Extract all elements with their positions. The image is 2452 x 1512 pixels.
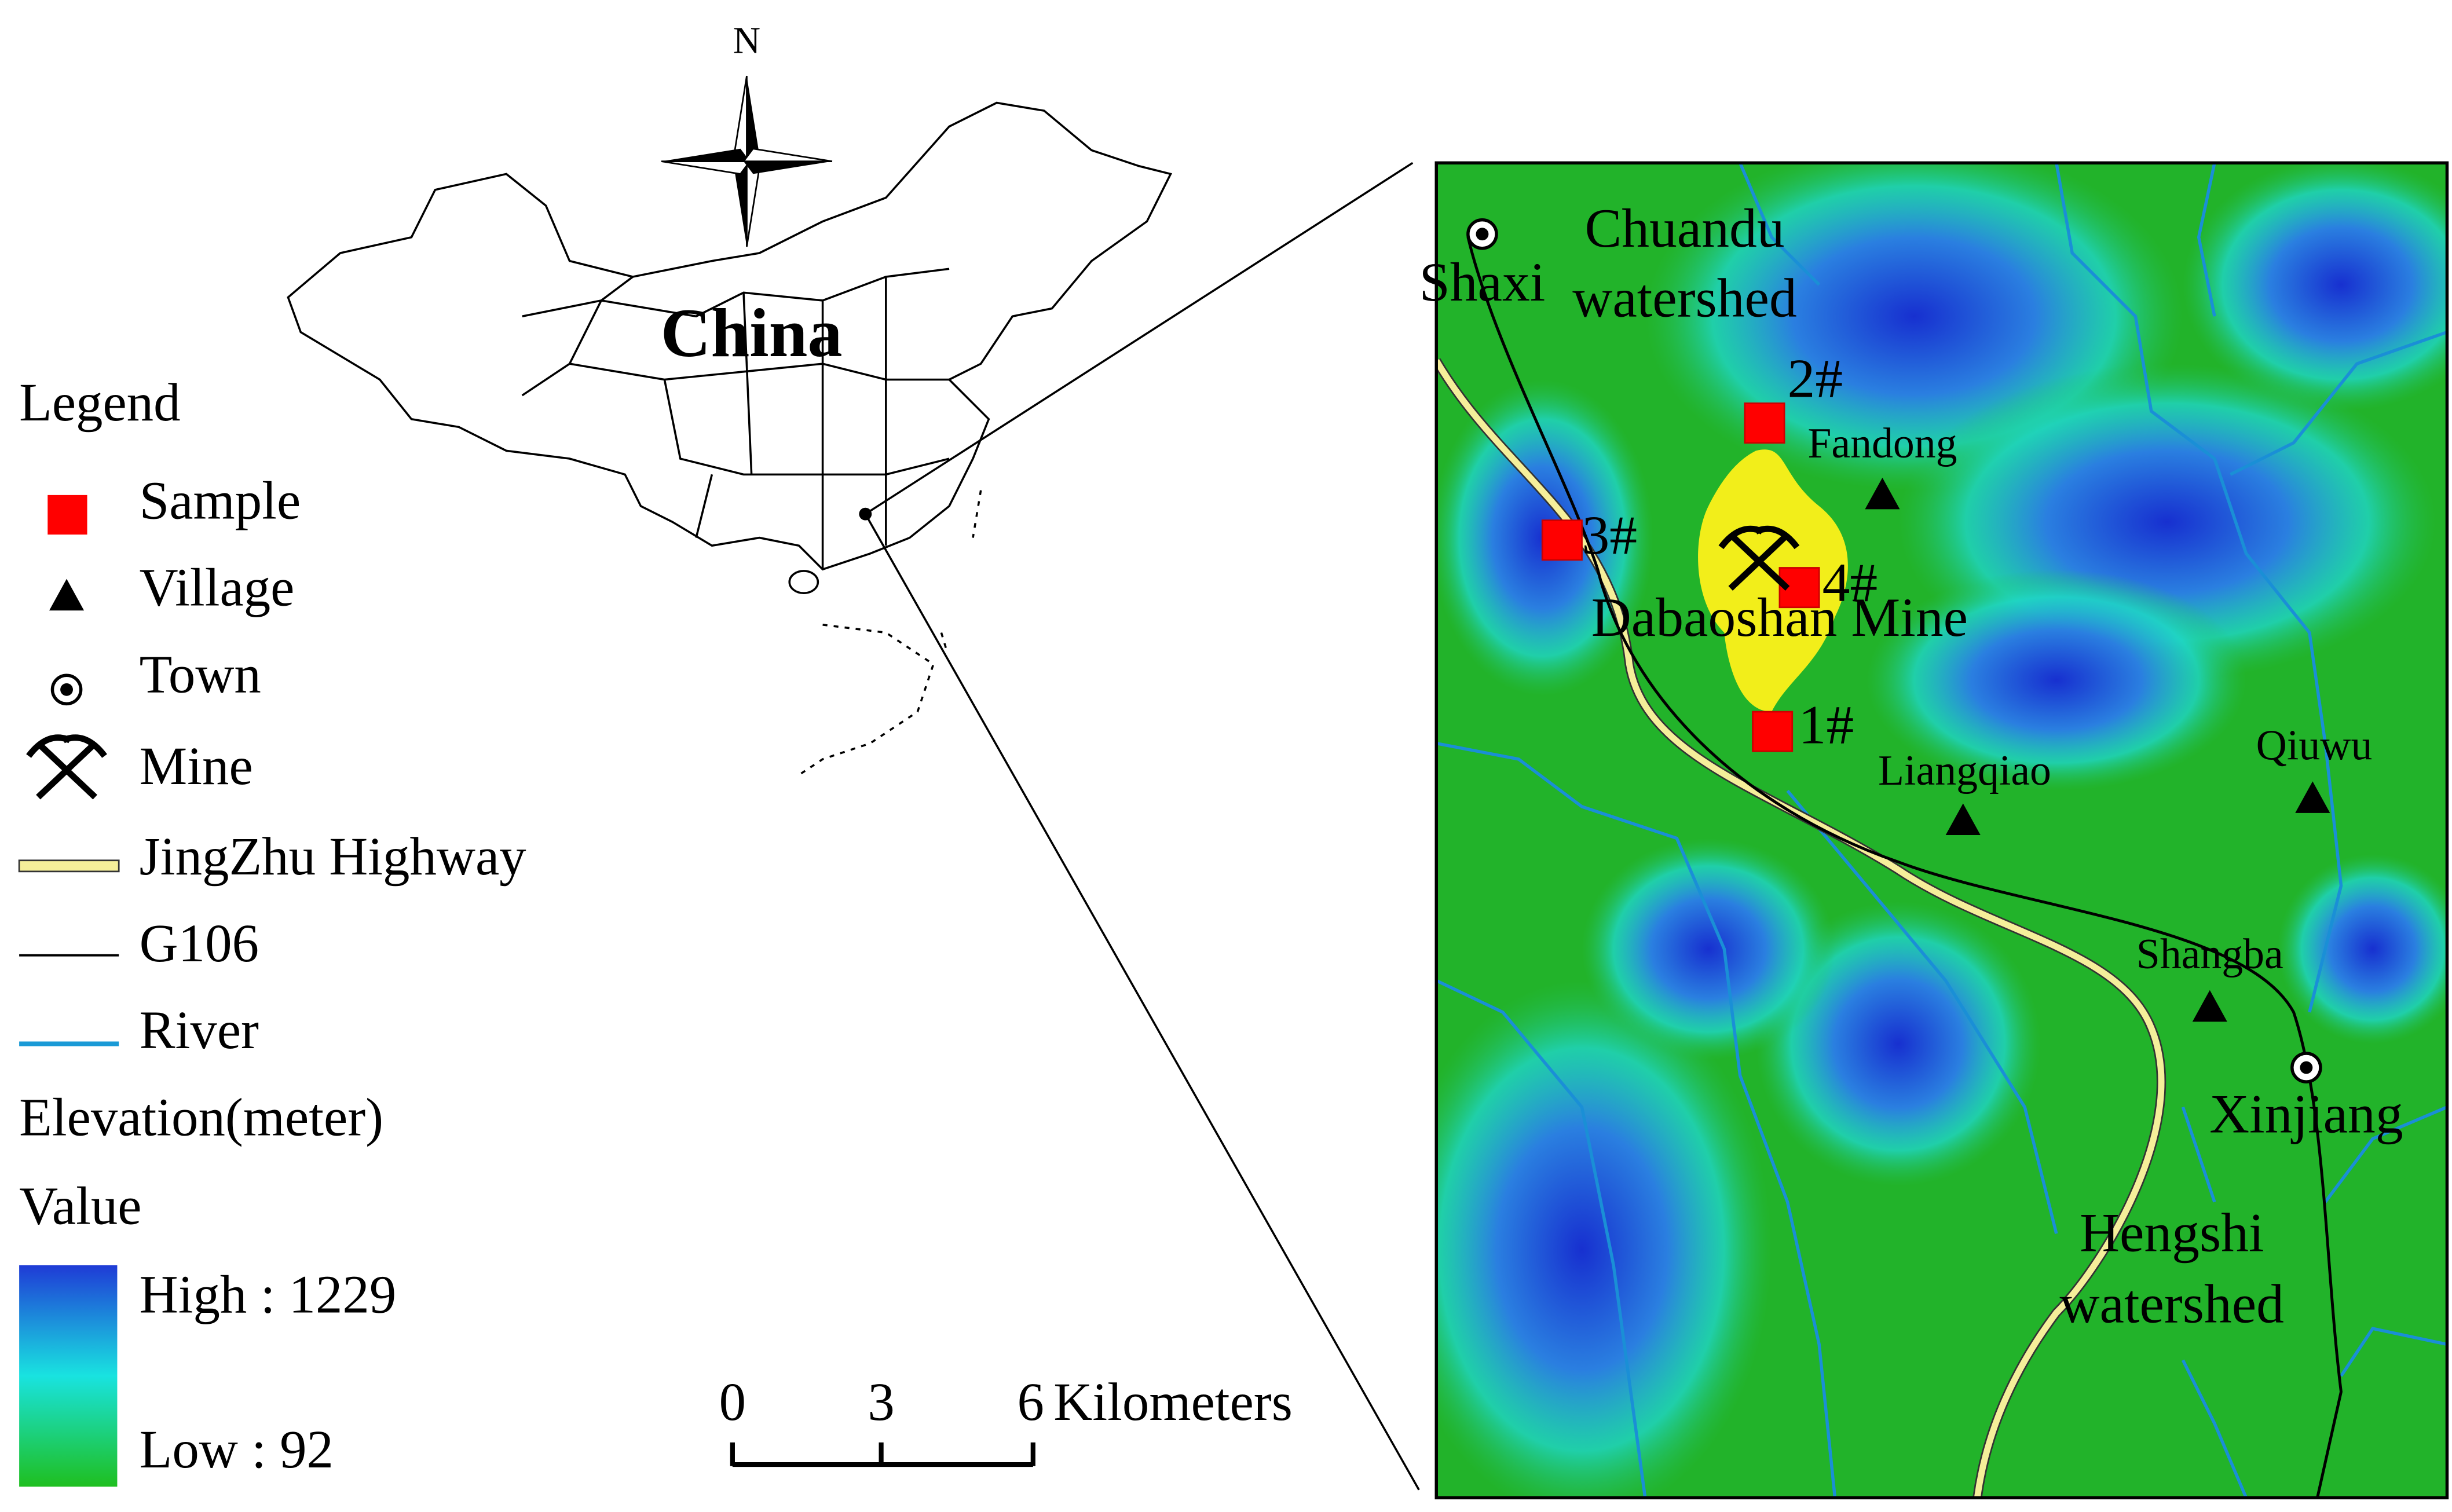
- sample-label: 4#: [1822, 552, 1878, 613]
- map-shape: [1436, 163, 2447, 1498]
- legend-mine-symbol: [26, 734, 107, 800]
- watershed-label: Chuandu: [1584, 197, 1784, 259]
- legend-item: Sample: [140, 471, 301, 530]
- map-shape: [2183, 163, 2447, 412]
- map-shape: [1739, 163, 2216, 317]
- map-shape: [1436, 741, 1837, 1498]
- elevation-ramp: [19, 1265, 118, 1487]
- zoom-line: [865, 162, 1414, 515]
- sample-points: [1541, 402, 1820, 752]
- map-shape: [1476, 228, 1489, 241]
- elevation-high: High : 1229: [140, 1265, 397, 1324]
- map-shape: [26, 734, 107, 800]
- village-points: [1865, 477, 2330, 1022]
- map-shape: [1436, 980, 1772, 1498]
- map-shape: [1582, 838, 1835, 1060]
- map-shape: [2055, 163, 2343, 1013]
- map-shape: [742, 148, 833, 162]
- map-shape: [1778, 567, 1820, 609]
- legend-town-symbol: [50, 673, 83, 706]
- map-shape: [2192, 990, 2227, 1022]
- legend-item: Town: [140, 645, 261, 705]
- map-shape: [1436, 358, 2165, 1498]
- value-title: Value: [19, 1176, 141, 1236]
- map-shape: [2278, 854, 2447, 1044]
- map-shape: [661, 148, 750, 162]
- map-shape: [1466, 237, 2343, 1498]
- map-shape: [1867, 569, 2246, 791]
- legend-item: JingZhu Highway: [140, 827, 526, 887]
- map-frame: [1434, 161, 2449, 1500]
- map-shape: [734, 158, 747, 247]
- map-shape: [1752, 711, 1794, 752]
- village-label: Fandong: [1807, 419, 1957, 467]
- map-shape: [2181, 1106, 2248, 1498]
- map-shape: [1718, 525, 1800, 591]
- map-shape: [1698, 449, 1848, 712]
- legend-town-dot: [60, 683, 73, 696]
- map-shape: [746, 76, 760, 165]
- zoom-line: [864, 513, 1420, 1491]
- map-shape: [1541, 519, 1583, 561]
- mine-label: Dabaoshan Mine: [1591, 587, 1968, 648]
- map-shape: [521, 268, 950, 570]
- map-shape: [1786, 789, 2058, 1234]
- legend-item: G106: [140, 914, 259, 973]
- scale-label: 0: [719, 1372, 746, 1432]
- map-shape: [2295, 781, 2330, 813]
- elevation-title: Elevation(meter): [19, 1088, 383, 1147]
- legend-sample-symbol: [47, 495, 87, 535]
- scale-bar: [730, 1442, 1035, 1467]
- map-shape: [2230, 330, 2447, 476]
- map-shape: [788, 570, 819, 594]
- north-label: N: [733, 20, 760, 62]
- sample-label: 3#: [1582, 504, 1638, 566]
- legend-item: River: [140, 1001, 259, 1060]
- village-label: Shangba: [2136, 930, 2283, 978]
- scale-label: 6: [1017, 1372, 1044, 1432]
- legend-item: Mine: [140, 737, 253, 796]
- mine-symbol: [1718, 525, 1800, 591]
- sample-label: 2#: [1788, 348, 1843, 409]
- scale-unit: Kilometers: [1053, 1372, 1293, 1432]
- location-point: [859, 507, 872, 521]
- china-outline: [287, 101, 1172, 776]
- map-shape: [287, 101, 1172, 571]
- map-shape: [2300, 1061, 2313, 1074]
- map-shape: [661, 160, 752, 175]
- legend-title: Legend: [19, 373, 180, 433]
- map-shape: [1865, 477, 1900, 510]
- map-shape: [1436, 979, 1647, 1498]
- legend-highway-symbol: [18, 859, 120, 873]
- map-shape: [1744, 402, 1785, 444]
- legend-village-symbol: [49, 579, 85, 611]
- map-shape: [1945, 803, 1981, 836]
- watershed-label: watershed: [1572, 267, 1796, 328]
- scale-label: 3: [868, 1372, 894, 1432]
- town-label: Shaxi: [1419, 251, 1546, 313]
- watershed-label: watershed: [2060, 1273, 2284, 1334]
- sample-label: 1#: [1799, 694, 1854, 756]
- elevation-low: Low : 92: [140, 1420, 334, 1480]
- country-label: China: [661, 294, 843, 371]
- village-label: Qiuwu: [2256, 721, 2373, 768]
- legend-item: Village: [140, 558, 295, 618]
- elevation-map: [1436, 163, 2447, 1498]
- town-points: [1466, 218, 2322, 1083]
- map-shape: [2323, 1105, 2447, 1377]
- map-shape: [798, 490, 982, 776]
- town-label: Xinjiang: [2209, 1083, 2403, 1145]
- watershed-label: Hengshi: [2080, 1202, 2264, 1263]
- map-shape: [743, 161, 832, 174]
- north-arrow: [661, 75, 833, 247]
- village-label: Liangqiao: [1878, 746, 2051, 794]
